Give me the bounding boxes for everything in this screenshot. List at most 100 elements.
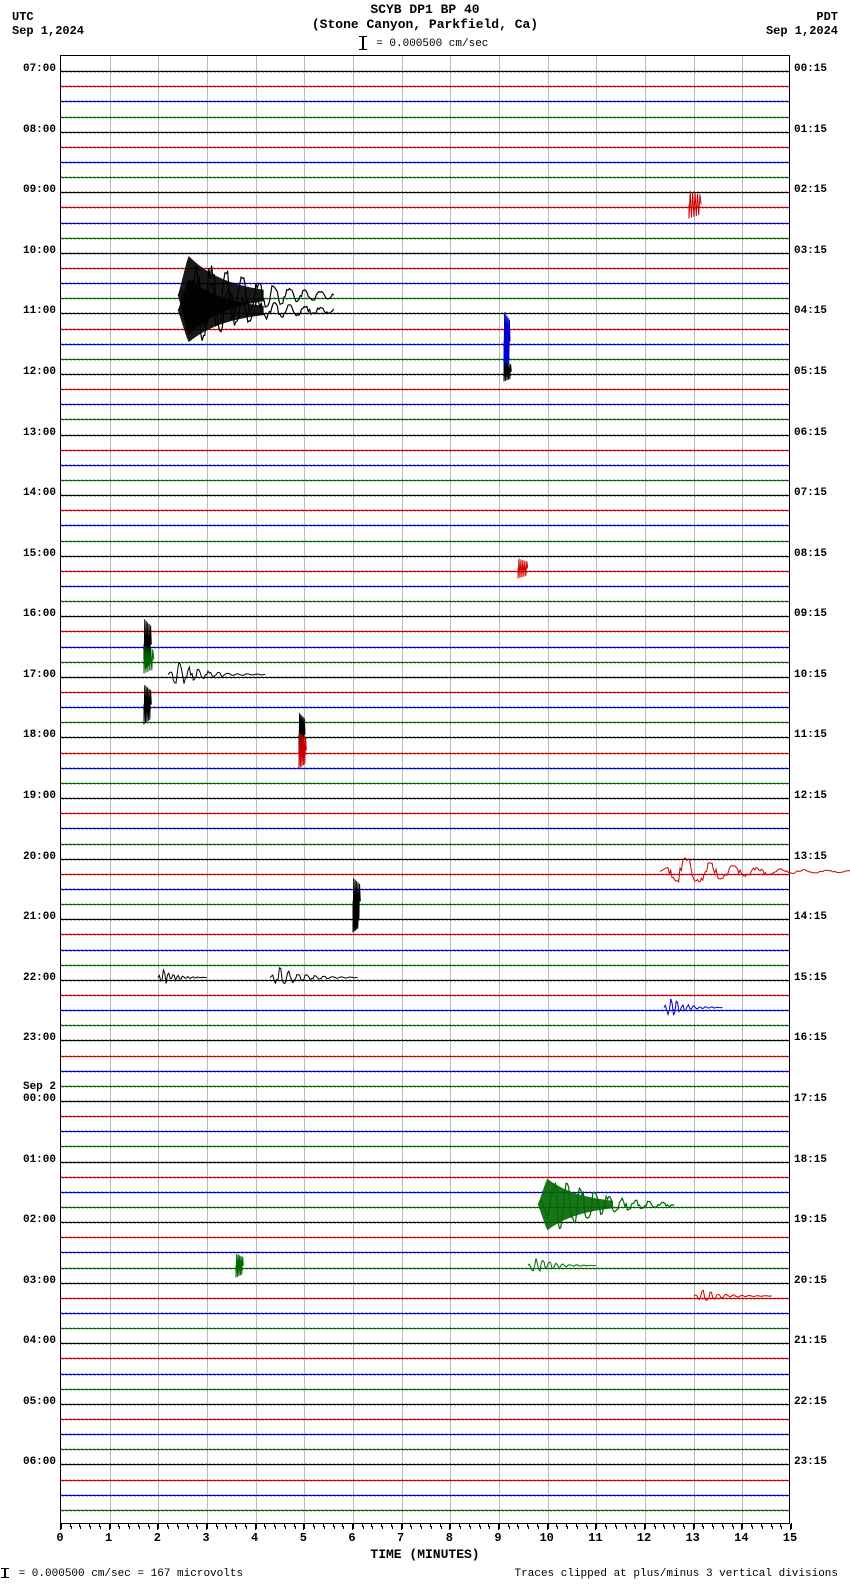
- trace-noise: [61, 1039, 789, 1042]
- x-tick-minor: [89, 1524, 90, 1527]
- x-tick-minor: [381, 1524, 382, 1527]
- trace-noise: [61, 721, 789, 724]
- x-tick-label: 15: [783, 1531, 797, 1545]
- trace-noise: [61, 797, 789, 800]
- x-tick-minor: [177, 1524, 178, 1527]
- x-tick-label: 8: [446, 1531, 453, 1545]
- tz-right: PDT Sep 1,2024: [766, 10, 838, 38]
- trace-noise: [61, 434, 789, 437]
- trace-noise: [61, 252, 789, 255]
- x-tick-minor: [771, 1524, 772, 1527]
- plot-area: [60, 55, 790, 1524]
- x-tick-minor: [362, 1524, 363, 1527]
- seismic-event: [518, 558, 537, 583]
- trace-noise: [61, 449, 789, 452]
- x-tick-minor: [371, 1524, 372, 1527]
- trace-noise: [61, 524, 789, 527]
- pdt-time-label: 17:15: [794, 1093, 846, 1105]
- trace-noise: [61, 464, 789, 467]
- trace-noise: [61, 964, 789, 967]
- trace-noise: [61, 630, 789, 633]
- trace-noise: [61, 691, 789, 694]
- x-tick-minor: [732, 1524, 733, 1527]
- tz-left-date: Sep 1,2024: [12, 24, 84, 38]
- trace-noise: [61, 116, 789, 119]
- utc-day-label: Sep 2: [4, 1081, 56, 1093]
- x-tick-major: [644, 1524, 645, 1530]
- pdt-time-label: 03:15: [794, 245, 846, 257]
- trace-noise: [61, 1100, 789, 1103]
- x-tick-label: 13: [685, 1531, 699, 1545]
- pdt-time-label: 19:15: [794, 1214, 846, 1226]
- grid-line: [499, 56, 500, 1523]
- x-tick-label: 3: [202, 1531, 209, 1545]
- x-tick-minor: [556, 1524, 557, 1527]
- trace-noise: [61, 570, 789, 573]
- x-tick-minor: [751, 1524, 752, 1527]
- x-tick-minor: [138, 1524, 139, 1527]
- pdt-time-label: 10:15: [794, 669, 846, 681]
- pdt-time-label: 15:15: [794, 972, 846, 984]
- seismic-event: [158, 969, 207, 990]
- title-line1: SCYB DP1 BP 40: [0, 2, 850, 17]
- tz-right-zone: PDT: [766, 10, 838, 24]
- x-tick-minor: [148, 1524, 149, 1527]
- pdt-time-label: 23:15: [794, 1456, 846, 1468]
- trace-noise: [61, 176, 789, 179]
- trace-noise: [61, 1191, 789, 1194]
- utc-time-label: 14:00: [4, 487, 56, 499]
- utc-time-label: 13:00: [4, 427, 56, 439]
- utc-time-label: 16:00: [4, 608, 56, 620]
- pdt-time-label: 00:15: [794, 63, 846, 75]
- x-tick-label: 14: [734, 1531, 748, 1545]
- x-tick-minor: [420, 1524, 421, 1527]
- x-tick-label: 12: [637, 1531, 651, 1545]
- x-tick-major: [401, 1524, 402, 1530]
- x-tick-minor: [118, 1524, 119, 1527]
- seismic-event: [144, 645, 163, 678]
- trace-noise: [61, 1236, 789, 1239]
- trace-noise: [61, 1115, 789, 1118]
- title-line2: (Stone Canyon, Parkfield, Ca): [0, 17, 850, 32]
- grid-line: [353, 56, 354, 1523]
- trace-noise: [61, 812, 789, 815]
- pdt-time-label: 21:15: [794, 1335, 846, 1347]
- pdt-time-label: 12:15: [794, 790, 846, 802]
- trace-noise: [61, 706, 789, 709]
- trace-noise: [61, 312, 789, 315]
- x-tick-label: 5: [300, 1531, 307, 1545]
- x-tick-minor: [537, 1524, 538, 1527]
- x-tick-major: [498, 1524, 499, 1530]
- seismic-event: [353, 901, 365, 938]
- x-tick-label: 6: [348, 1531, 355, 1545]
- trace-noise: [61, 1327, 789, 1330]
- trace-noise: [61, 1145, 789, 1148]
- trace-noise: [61, 146, 789, 149]
- x-tick-major: [741, 1524, 742, 1530]
- trace-noise: [61, 267, 789, 270]
- utc-time-label: 04:00: [4, 1335, 56, 1347]
- x-tick-major: [157, 1524, 158, 1530]
- trace-noise: [61, 1388, 789, 1391]
- grid-line: [450, 56, 451, 1523]
- trace-noise: [61, 1509, 789, 1512]
- utc-time-label: 03:00: [4, 1275, 56, 1287]
- utc-time-label: 15:00: [4, 548, 56, 560]
- trace-noise: [61, 949, 789, 952]
- x-axis-title: TIME (MINUTES): [0, 1547, 850, 1562]
- x-tick-minor: [235, 1524, 236, 1527]
- plot-top-tick: [791, 1523, 792, 1529]
- x-tick-minor: [99, 1524, 100, 1527]
- trace-noise: [61, 1403, 789, 1406]
- x-tick-major: [109, 1524, 110, 1530]
- trace-noise: [61, 1312, 789, 1315]
- trace-noise: [61, 752, 789, 755]
- x-tick-minor: [634, 1524, 635, 1527]
- pdt-time-label: 01:15: [794, 124, 846, 136]
- x-tick-minor: [625, 1524, 626, 1527]
- utc-time-label: 10:00: [4, 245, 56, 257]
- x-tick-major: [595, 1524, 596, 1530]
- utc-time-label: 21:00: [4, 911, 56, 923]
- trace-noise: [61, 1297, 789, 1300]
- trace-noise: [61, 373, 789, 376]
